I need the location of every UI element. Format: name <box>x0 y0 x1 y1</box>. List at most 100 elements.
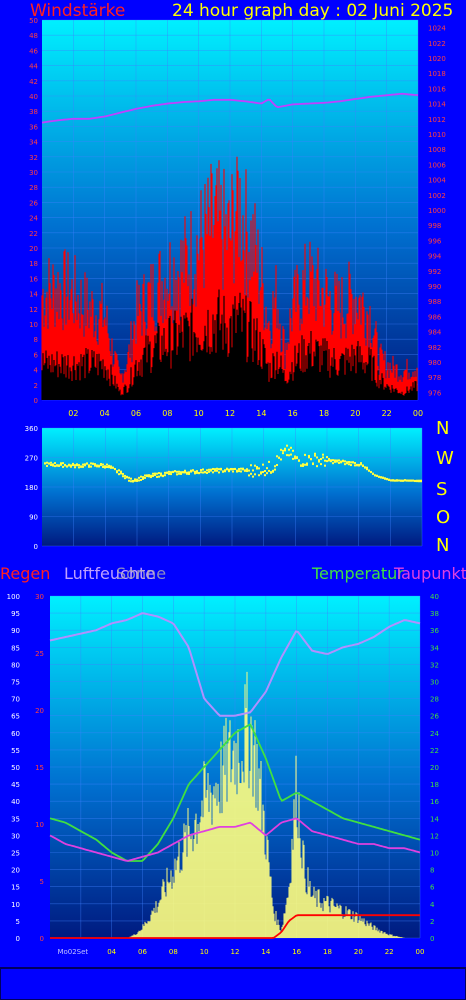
wind-right-tick: 1020 <box>428 55 446 63</box>
direction-point <box>404 479 406 482</box>
direction-point <box>128 476 130 479</box>
direction-point <box>306 462 308 465</box>
direction-point <box>156 472 158 475</box>
wind-left-tick: 50 <box>29 17 38 25</box>
direction-point <box>178 472 180 475</box>
wind-left-tick: 46 <box>29 47 38 55</box>
direction-point <box>196 471 198 474</box>
direction-point <box>64 463 66 466</box>
direction-point <box>378 475 380 478</box>
direction-point <box>174 470 176 473</box>
direction-point <box>176 470 178 473</box>
direction-point <box>384 477 386 480</box>
direction-point <box>88 464 90 467</box>
wind-left-tick: 36 <box>29 123 38 131</box>
direction-point <box>268 469 270 472</box>
direction-point <box>314 454 316 457</box>
direction-point <box>258 467 260 470</box>
direction-point <box>152 474 154 477</box>
direction-point <box>158 475 160 478</box>
direction-point <box>78 464 80 467</box>
direction-point <box>376 474 378 477</box>
direction-point <box>110 466 112 469</box>
direction-point <box>208 470 210 473</box>
wind-left-tick: 0 <box>34 397 38 405</box>
header-left-title: Windstärke <box>30 1 125 21</box>
climate-left-tick: 35 <box>11 815 20 823</box>
wind-right-tick: 1022 <box>428 40 446 48</box>
climate-right-tick: 30 <box>430 679 439 687</box>
direction-point <box>100 462 102 465</box>
wind-left-tick: 14 <box>29 291 38 299</box>
direction-point <box>170 473 172 476</box>
temperatur-line <box>49 723 421 862</box>
direction-point <box>44 462 46 465</box>
direction-point <box>274 468 276 471</box>
direction-point <box>72 464 74 467</box>
direction-point <box>290 446 292 449</box>
luftfeuchte-line <box>49 612 421 717</box>
direction-point <box>118 473 120 476</box>
direction-point <box>144 474 146 477</box>
direction-point <box>328 459 330 462</box>
direction-point <box>256 467 258 470</box>
wind-right-tick: 1010 <box>428 131 446 139</box>
wind-right-tick: 990 <box>428 283 441 291</box>
legend-regen: Regen <box>0 564 50 583</box>
direction-point <box>318 460 320 463</box>
climate-right-tick: 12 <box>430 832 439 840</box>
direction-point <box>420 480 422 483</box>
wind-right-tick: 986 <box>428 313 442 321</box>
direction-point <box>412 479 414 482</box>
direction-point <box>320 463 322 466</box>
direction-point <box>400 479 402 482</box>
direction-point <box>416 480 418 483</box>
wind-x-tick: 20 <box>350 409 360 418</box>
direction-point <box>146 474 148 477</box>
direction-point <box>88 465 90 468</box>
direction-point <box>206 471 208 474</box>
wind-right-tick: 1016 <box>428 85 446 93</box>
direction-point <box>308 454 310 457</box>
direction-point <box>162 475 164 478</box>
direction-point <box>134 479 136 482</box>
direction-tick: 90 <box>29 514 38 522</box>
direction-point <box>304 463 306 466</box>
direction-point <box>148 475 150 478</box>
wind-x-tick: 06 <box>131 409 141 418</box>
direction-point <box>196 470 198 473</box>
direction-point <box>390 479 392 482</box>
direction-point <box>232 468 234 471</box>
direction-point <box>220 468 222 471</box>
sonne-area <box>127 671 405 938</box>
direction-point <box>194 472 196 475</box>
direction-point <box>274 465 276 468</box>
direction-point <box>250 472 252 475</box>
direction-point <box>306 463 308 466</box>
direction-point <box>108 466 110 469</box>
bottom-bar <box>0 967 466 1000</box>
direction-point <box>134 478 136 481</box>
climate-right-tick: 24 <box>430 730 439 738</box>
climate-x-tick: 04 <box>107 948 116 956</box>
direction-point <box>136 479 138 482</box>
direction-point <box>348 460 350 463</box>
direction-point <box>152 472 154 475</box>
direction-point <box>272 469 274 472</box>
direction-point <box>282 452 284 455</box>
climate-left-tick: 20 <box>11 867 20 875</box>
direction-point <box>108 464 110 467</box>
direction-point <box>288 454 290 457</box>
taupunkt-line <box>49 817 421 862</box>
direction-point <box>106 465 108 468</box>
direction-point <box>184 469 186 472</box>
wind-right-tick: 988 <box>428 298 441 306</box>
direction-point <box>128 479 130 482</box>
direction-point <box>286 454 288 457</box>
direction-point <box>200 471 202 474</box>
climate-x-tick: 08 <box>169 948 178 956</box>
wind-average-series <box>41 289 418 400</box>
direction-point <box>350 464 352 467</box>
direction-point <box>292 449 294 452</box>
